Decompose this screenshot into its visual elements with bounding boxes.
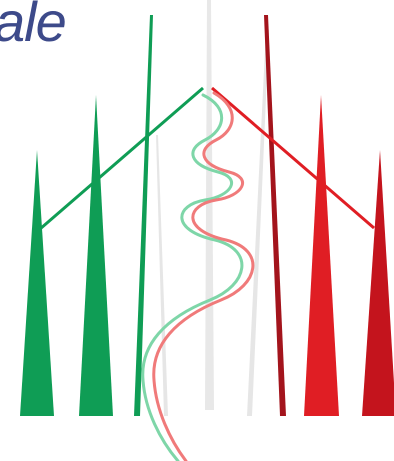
red-roof-line: [211, 86, 375, 230]
gray-spire-left: [156, 135, 168, 416]
green-roof-line: [39, 86, 204, 231]
dark-red-thin-spire: [264, 15, 286, 416]
dark-red-spire-outer: [362, 150, 394, 416]
green-trail-curve: [141, 93, 244, 461]
gray-spire-right: [247, 30, 269, 416]
green-spire-inner: [79, 95, 113, 416]
red-spire-inner: [304, 95, 339, 416]
gray-spire-center: [205, 0, 214, 410]
logo-wordmark-fragment: ale: [0, 0, 67, 53]
green-thin-spire: [134, 15, 153, 416]
green-spire-outer: [20, 150, 54, 416]
red-trail-curve: [152, 91, 255, 461]
